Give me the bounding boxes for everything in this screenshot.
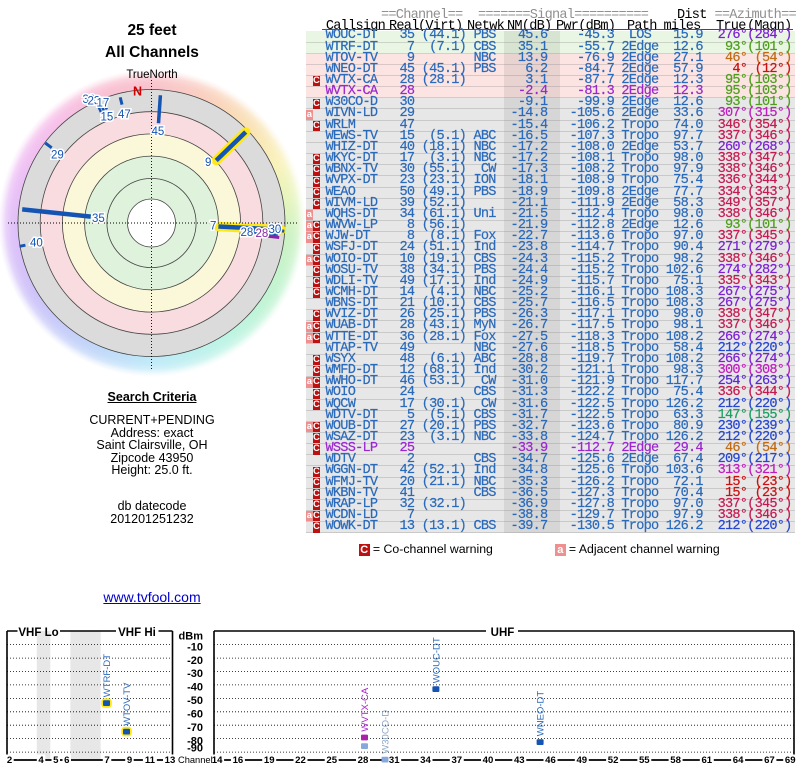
svg-text:WTOV-TV: WTOV-TV: [122, 682, 133, 726]
svg-text:VHF Hi: VHF Hi: [118, 627, 156, 639]
svg-text:N: N: [133, 85, 142, 99]
svg-text:64: 64: [733, 755, 744, 766]
svg-text:28: 28: [358, 755, 369, 766]
svg-text:2: 2: [7, 755, 12, 766]
svg-text:-70: -70: [187, 722, 203, 734]
svg-text:23: 23: [88, 96, 101, 108]
svg-text:-60: -60: [187, 709, 203, 721]
svg-text:WTRF-DT: WTRF-DT: [102, 654, 113, 697]
svg-text:28: 28: [241, 227, 254, 239]
svg-text:16: 16: [233, 755, 244, 766]
svg-text:-90: -90: [187, 743, 203, 755]
svg-text:37: 37: [451, 755, 462, 766]
svg-text:-10: -10: [187, 641, 203, 653]
svg-text:31: 31: [389, 755, 400, 766]
svg-text:7: 7: [210, 221, 216, 233]
svg-text:52: 52: [608, 755, 619, 766]
svg-text:9: 9: [205, 157, 211, 169]
svg-text:4: 4: [38, 755, 44, 766]
svg-text:11: 11: [145, 755, 156, 766]
svg-text:13: 13: [165, 755, 176, 766]
svg-text:W30CO-D: W30CO-D: [381, 710, 392, 754]
svg-text:WNEO-DT: WNEO-DT: [536, 691, 547, 737]
svg-text:17: 17: [97, 98, 110, 110]
svg-text:46: 46: [545, 755, 556, 766]
svg-text:58: 58: [670, 755, 681, 766]
svg-text:45: 45: [152, 126, 165, 138]
svg-text:49: 49: [576, 755, 587, 766]
svg-text:9: 9: [127, 755, 132, 766]
svg-text:UHF: UHF: [491, 627, 515, 639]
svg-text:WOUC-DT: WOUC-DT: [431, 637, 442, 683]
svg-text:-40: -40: [187, 682, 203, 694]
svg-text:14: 14: [212, 755, 223, 766]
svg-text:30: 30: [269, 224, 282, 236]
svg-text:dBm: dBm: [179, 631, 204, 643]
svg-text:35: 35: [92, 213, 105, 225]
svg-text:7: 7: [104, 755, 109, 766]
svg-text:61: 61: [701, 755, 712, 766]
svg-text:-30: -30: [187, 668, 203, 680]
svg-text:30: 30: [83, 94, 96, 106]
svg-text:-20: -20: [187, 655, 203, 667]
svg-text:69: 69: [785, 755, 796, 766]
svg-text:28: 28: [256, 228, 269, 240]
svg-text:Channel: Channel: [178, 755, 213, 765]
svg-text:29: 29: [51, 150, 64, 162]
svg-text:-80: -80: [187, 735, 203, 747]
svg-text:25: 25: [326, 755, 337, 766]
svg-text:6: 6: [64, 755, 69, 766]
svg-text:15: 15: [101, 112, 114, 124]
svg-text:5: 5: [53, 755, 59, 766]
svg-text:67: 67: [764, 755, 775, 766]
svg-text:40: 40: [483, 755, 494, 766]
svg-text:-50: -50: [187, 695, 203, 707]
svg-text:34: 34: [420, 755, 431, 766]
svg-text:19: 19: [264, 755, 275, 766]
svg-text:VHF Lo: VHF Lo: [18, 627, 58, 639]
svg-text:22: 22: [295, 755, 306, 766]
svg-text:40: 40: [30, 238, 43, 250]
svg-text:55: 55: [639, 755, 650, 766]
svg-text:47: 47: [118, 109, 131, 121]
svg-text:WVTX-CA: WVTX-CA: [360, 687, 371, 731]
svg-text:43: 43: [514, 755, 525, 766]
